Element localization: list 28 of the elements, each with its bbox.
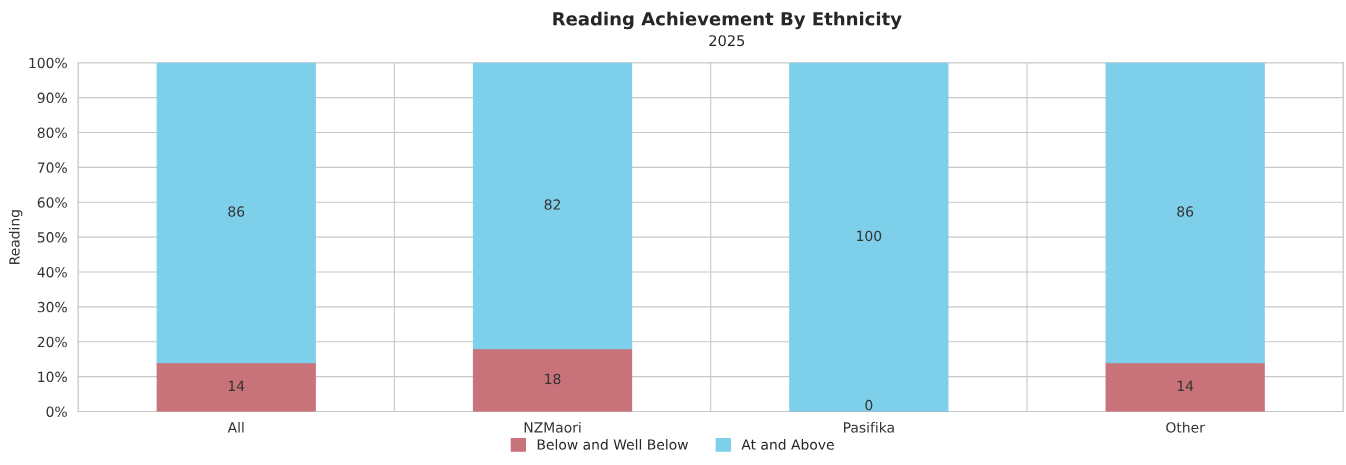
legend-label: Below and Well Below [537, 439, 688, 450]
legend-label: At and Above [741, 439, 834, 450]
y-tick-label: 90% [37, 92, 67, 104]
y-axis-title: Reading [8, 210, 23, 264]
data-label: 0 [865, 399, 873, 411]
x-tick-label: All [227, 421, 244, 433]
data-label: 100 [857, 230, 882, 242]
data-label: 86 [228, 206, 245, 217]
x-tick-label: Other [1166, 421, 1205, 433]
data-label: 14 [228, 380, 245, 391]
y-tick-label: 10% [38, 371, 67, 383]
chart-title: Reading Achievement By Ethnicity [553, 11, 902, 30]
y-tick-label: 0% [46, 406, 67, 417]
y-tick-label: 80% [37, 127, 67, 138]
y-tick-label: 20% [37, 336, 67, 348]
y-tick-label: 50% [37, 232, 67, 243]
y-tick-label: 40% [37, 266, 67, 278]
y-tick-label: 30% [37, 301, 67, 313]
data-label: 82 [544, 199, 560, 210]
y-tick-label: 70% [37, 162, 67, 173]
chart-subtitle: 2025 [709, 35, 745, 47]
x-tick-label: NZMaori [524, 421, 581, 433]
data-label: 18 [545, 373, 561, 385]
data-label: 86 [1177, 206, 1194, 217]
y-tick-label: 100% [29, 57, 67, 69]
x-tick-label: Pasifika [844, 421, 894, 433]
y-tick-label: 60% [37, 197, 67, 208]
data-label: 14 [1177, 380, 1194, 391]
